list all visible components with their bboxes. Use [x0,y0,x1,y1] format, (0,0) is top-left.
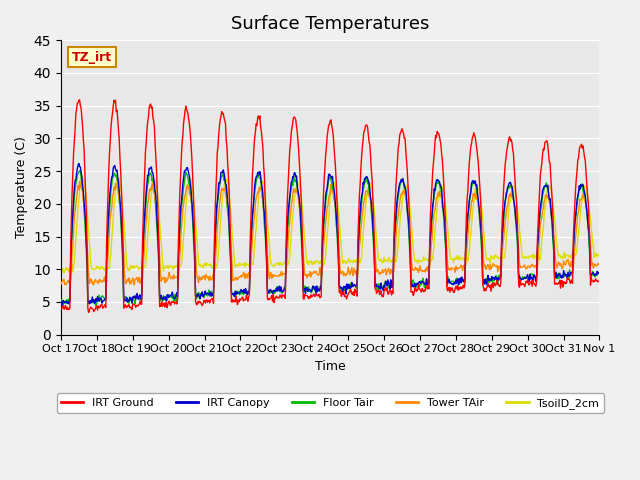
X-axis label: Time: Time [315,360,346,373]
Text: TZ_irt: TZ_irt [72,51,112,64]
Y-axis label: Temperature (C): Temperature (C) [15,136,28,239]
Legend: IRT Ground, IRT Canopy, Floor Tair, Tower TAir, TsoilD_2cm: IRT Ground, IRT Canopy, Floor Tair, Towe… [56,393,604,413]
Title: Surface Temperatures: Surface Temperatures [231,15,429,33]
